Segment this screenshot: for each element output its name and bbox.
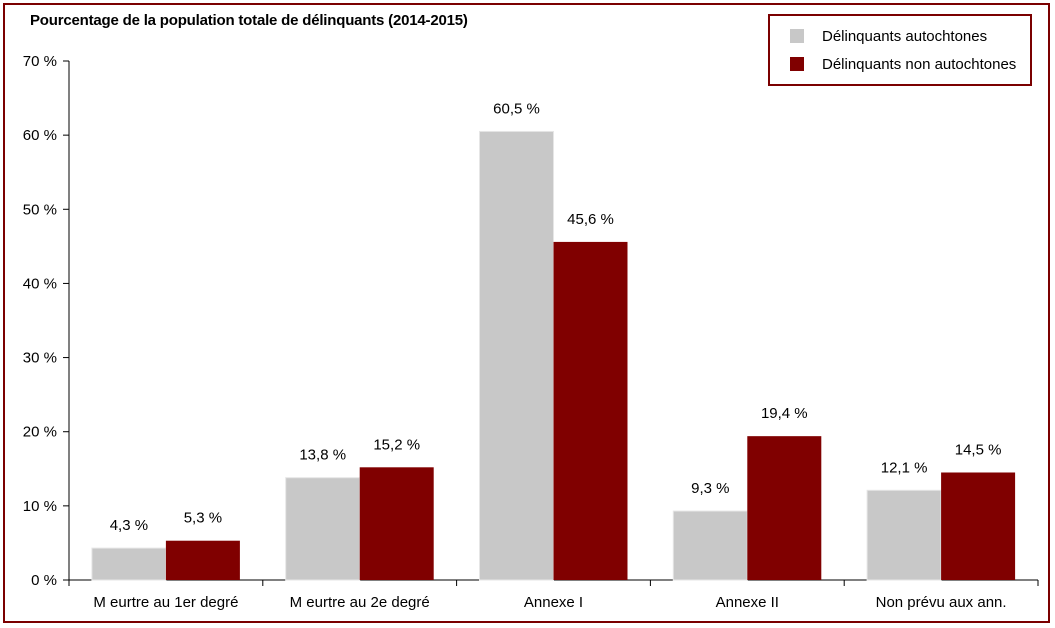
bar-value-label: 19,4 % [761,405,808,422]
y-tick-label: 20 % [23,424,57,441]
y-tick-label: 70 % [23,53,57,70]
x-tick-label: M eurtre au 2e degré [290,594,430,611]
y-tick-label: 30 % [23,350,57,367]
bar-non-autochtones [941,472,1016,580]
bar-value-label: 12,1 % [881,459,928,476]
bar-value-label: 9,3 % [691,480,729,497]
bar-value-label: 13,8 % [299,447,346,464]
y-tick-label: 50 % [23,201,57,218]
y-tick-label: 40 % [23,275,57,292]
bar-autochtones [479,130,554,581]
bar-value-label: 60,5 % [493,100,540,117]
bar-autochtones [672,510,748,581]
bar-non-autochtones [165,540,240,580]
legend-label-autochtones: Délinquants autochtones [822,27,988,45]
chart-title: Pourcentage de la population totale de d… [30,12,468,29]
bar-autochtones [91,547,167,581]
chart-legend: Délinquants autochtones Délinquants non … [768,14,1032,86]
legend-swatch-non-autochtones [790,57,804,71]
y-tick-label: 60 % [23,127,57,144]
bar-value-label: 14,5 % [955,441,1002,458]
bar-non-autochtones [747,436,822,580]
bar-non-autochtones [553,241,628,580]
x-tick-label: M eurtre au 1er degré [93,594,238,611]
bar-value-label: 4,3 % [110,517,148,534]
chart-frame [3,3,1050,623]
legend-swatch-autochtones [790,29,804,43]
bar-autochtones [866,489,942,581]
legend-item-non-autochtones: Délinquants non autochtones [790,54,1016,74]
x-tick-label: Annexe II [716,594,779,611]
bar-autochtones [285,477,361,581]
legend-item-autochtones: Délinquants autochtones [790,26,987,46]
bar-value-label: 45,6 % [567,211,614,228]
y-tick-label: 0 % [31,572,57,589]
y-tick-label: 10 % [23,498,57,515]
bar-non-autochtones [359,467,434,580]
x-tick-label: Non prévu aux ann. [876,594,1007,611]
bar-value-label: 5,3 % [184,510,222,527]
bar-value-label: 15,2 % [373,436,420,453]
x-tick-label: Annexe I [524,594,583,611]
legend-label-non-autochtones: Délinquants non autochtones [822,55,1017,73]
